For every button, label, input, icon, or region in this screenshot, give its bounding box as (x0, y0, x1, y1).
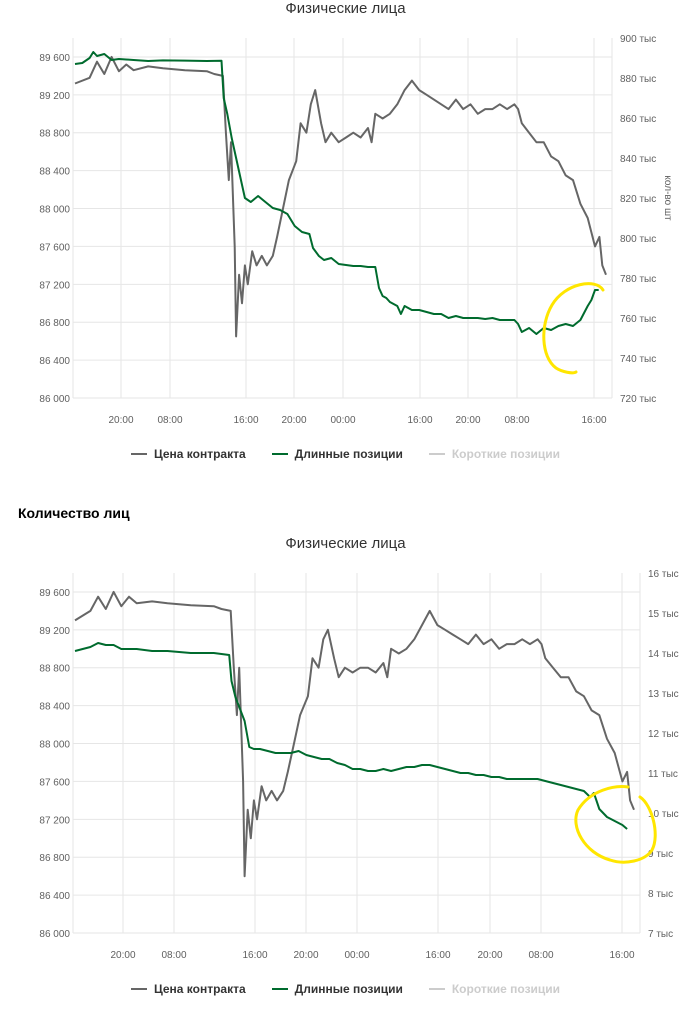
series-line-price (74, 55, 607, 338)
right-tick-label: 880 тыс (620, 74, 656, 85)
legend-short-swatch (428, 453, 445, 455)
x-tick-label: 16:00 (233, 415, 258, 426)
left-tick-label: 87 600 (39, 777, 70, 788)
left-tick-label: 88 000 (39, 740, 70, 751)
right-tick-label: 10 тыс (648, 809, 679, 820)
x-tick-label: 20:00 (108, 415, 133, 426)
right-tick-label: 860 тыс (620, 114, 656, 125)
x-tick-label: 08:00 (157, 415, 182, 426)
right-tick-label: 820 тыс (620, 194, 656, 205)
highlight-circle (574, 785, 657, 864)
left-tick-label: 87 200 (39, 280, 70, 291)
right-tick-label: 7 тыс (648, 929, 673, 940)
legend-price-label: Цена контракта (153, 982, 246, 996)
chart-2-legend: Цена контракта Длинные позиции Короткие … (0, 982, 691, 996)
right-tick-label: 900 тыс (620, 34, 656, 45)
x-tick-label: 16:00 (609, 950, 634, 961)
right-axis-label: кол-во шт (662, 175, 673, 221)
left-tick-label: 88 400 (39, 167, 70, 178)
left-tick-label: 88 800 (39, 664, 70, 675)
highlight-circle (542, 282, 605, 375)
legend-short-swatch (428, 988, 445, 990)
right-tick-label: 760 тыс (620, 314, 656, 325)
chart-1-plot: 86 000 86 400 86 800 87 200 87 600 88 000 88 4… (39, 34, 673, 426)
left-tick-label: 89 200 (39, 91, 70, 102)
left-tick-label: 89 600 (39, 53, 70, 64)
legend-price[interactable]: Цена контракта (130, 447, 246, 461)
chart-2-plot: 86 000 86 400 86 800 87 200 87 600 88 000 88 4… (39, 569, 679, 961)
x-tick-label: 08:00 (528, 950, 553, 961)
left-tick-label: 89 600 (39, 588, 70, 599)
right-tick-label: 8 тыс (648, 889, 673, 900)
x-tick-label: 20:00 (110, 950, 135, 961)
right-tick-label: 16 тыс (648, 569, 679, 580)
x-tick-label: 16:00 (581, 415, 606, 426)
x-tick-label: 20:00 (293, 950, 318, 961)
x-tick-label: 08:00 (161, 950, 186, 961)
left-tick-label: 88 800 (39, 129, 70, 140)
legend-price-label: Цена контракта (153, 447, 246, 461)
legend-short-label: Короткие позиции (451, 447, 561, 461)
x-tick-label: 00:00 (344, 950, 369, 961)
right-tick-label: 720 тыс (620, 394, 656, 405)
chart-1: Физические лица 86 000 86 400 86 800 87 200… (0, 0, 691, 480)
left-tick-label: 86 800 (39, 318, 70, 329)
legend-price[interactable]: Цена контракта (130, 982, 246, 996)
chart-2: Физические лица 86 000 86 400 86 800 87 200… (0, 535, 691, 1024)
left-tick-label: 88 400 (39, 702, 70, 713)
left-tick-label: 86 800 (39, 853, 70, 864)
right-tick-label: 800 тыс (620, 234, 656, 245)
right-tick-label: 12 тыс (648, 729, 679, 740)
legend-short[interactable]: Короткие позиции (428, 447, 561, 461)
legend-long-label: Длинные позиции (294, 447, 403, 461)
right-tick-label: 14 тыс (648, 649, 679, 660)
section-heading: Количество лиц (18, 505, 130, 521)
x-tick-label: 16:00 (425, 950, 450, 961)
legend-short[interactable]: Короткие позиции (428, 982, 561, 996)
legend-long[interactable]: Длинные позиции (271, 447, 403, 461)
left-tick-label: 87 600 (39, 242, 70, 253)
legend-short-label: Короткие позиции (451, 982, 561, 996)
x-tick-label: 20:00 (455, 415, 480, 426)
legend-price-swatch (130, 988, 147, 990)
right-tick-label: 740 тыс (620, 354, 656, 365)
legend-long-swatch (271, 988, 288, 990)
right-tick-label: 840 тыс (620, 154, 656, 165)
chart-1-legend: Цена контракта Длинные позиции Короткие … (0, 447, 691, 461)
series-line-long (74, 51, 599, 335)
right-tick-label: 9 тыс (648, 849, 673, 860)
left-tick-label: 86 000 (39, 394, 70, 405)
left-tick-label: 86 400 (39, 356, 70, 367)
right-tick-label: 13 тыс (648, 689, 679, 700)
series-line-price (74, 590, 635, 878)
left-tick-label: 87 200 (39, 815, 70, 826)
right-tick-label: 15 тыс (648, 609, 679, 620)
x-tick-label: 20:00 (281, 415, 306, 426)
legend-price-swatch (130, 453, 147, 455)
left-tick-label: 86 000 (39, 929, 70, 940)
x-tick-label: 16:00 (242, 950, 267, 961)
legend-long-swatch (271, 453, 288, 455)
legend-long-label: Длинные позиции (294, 982, 403, 996)
x-tick-label: 20:00 (477, 950, 502, 961)
x-tick-label: 08:00 (504, 415, 529, 426)
legend-long[interactable]: Длинные позиции (271, 982, 403, 996)
right-tick-label: 780 тыс (620, 274, 656, 285)
left-tick-label: 89 200 (39, 626, 70, 637)
chart-2-title: Физические лица (285, 535, 406, 552)
left-tick-label: 86 400 (39, 891, 70, 902)
chart-1-title: Физические лица (285, 0, 406, 17)
right-tick-label: 11 тыс (648, 769, 678, 780)
x-tick-label: 16:00 (407, 415, 432, 426)
series-line-long (74, 642, 628, 830)
left-tick-label: 88 000 (39, 205, 70, 216)
x-tick-label: 00:00 (330, 415, 355, 426)
